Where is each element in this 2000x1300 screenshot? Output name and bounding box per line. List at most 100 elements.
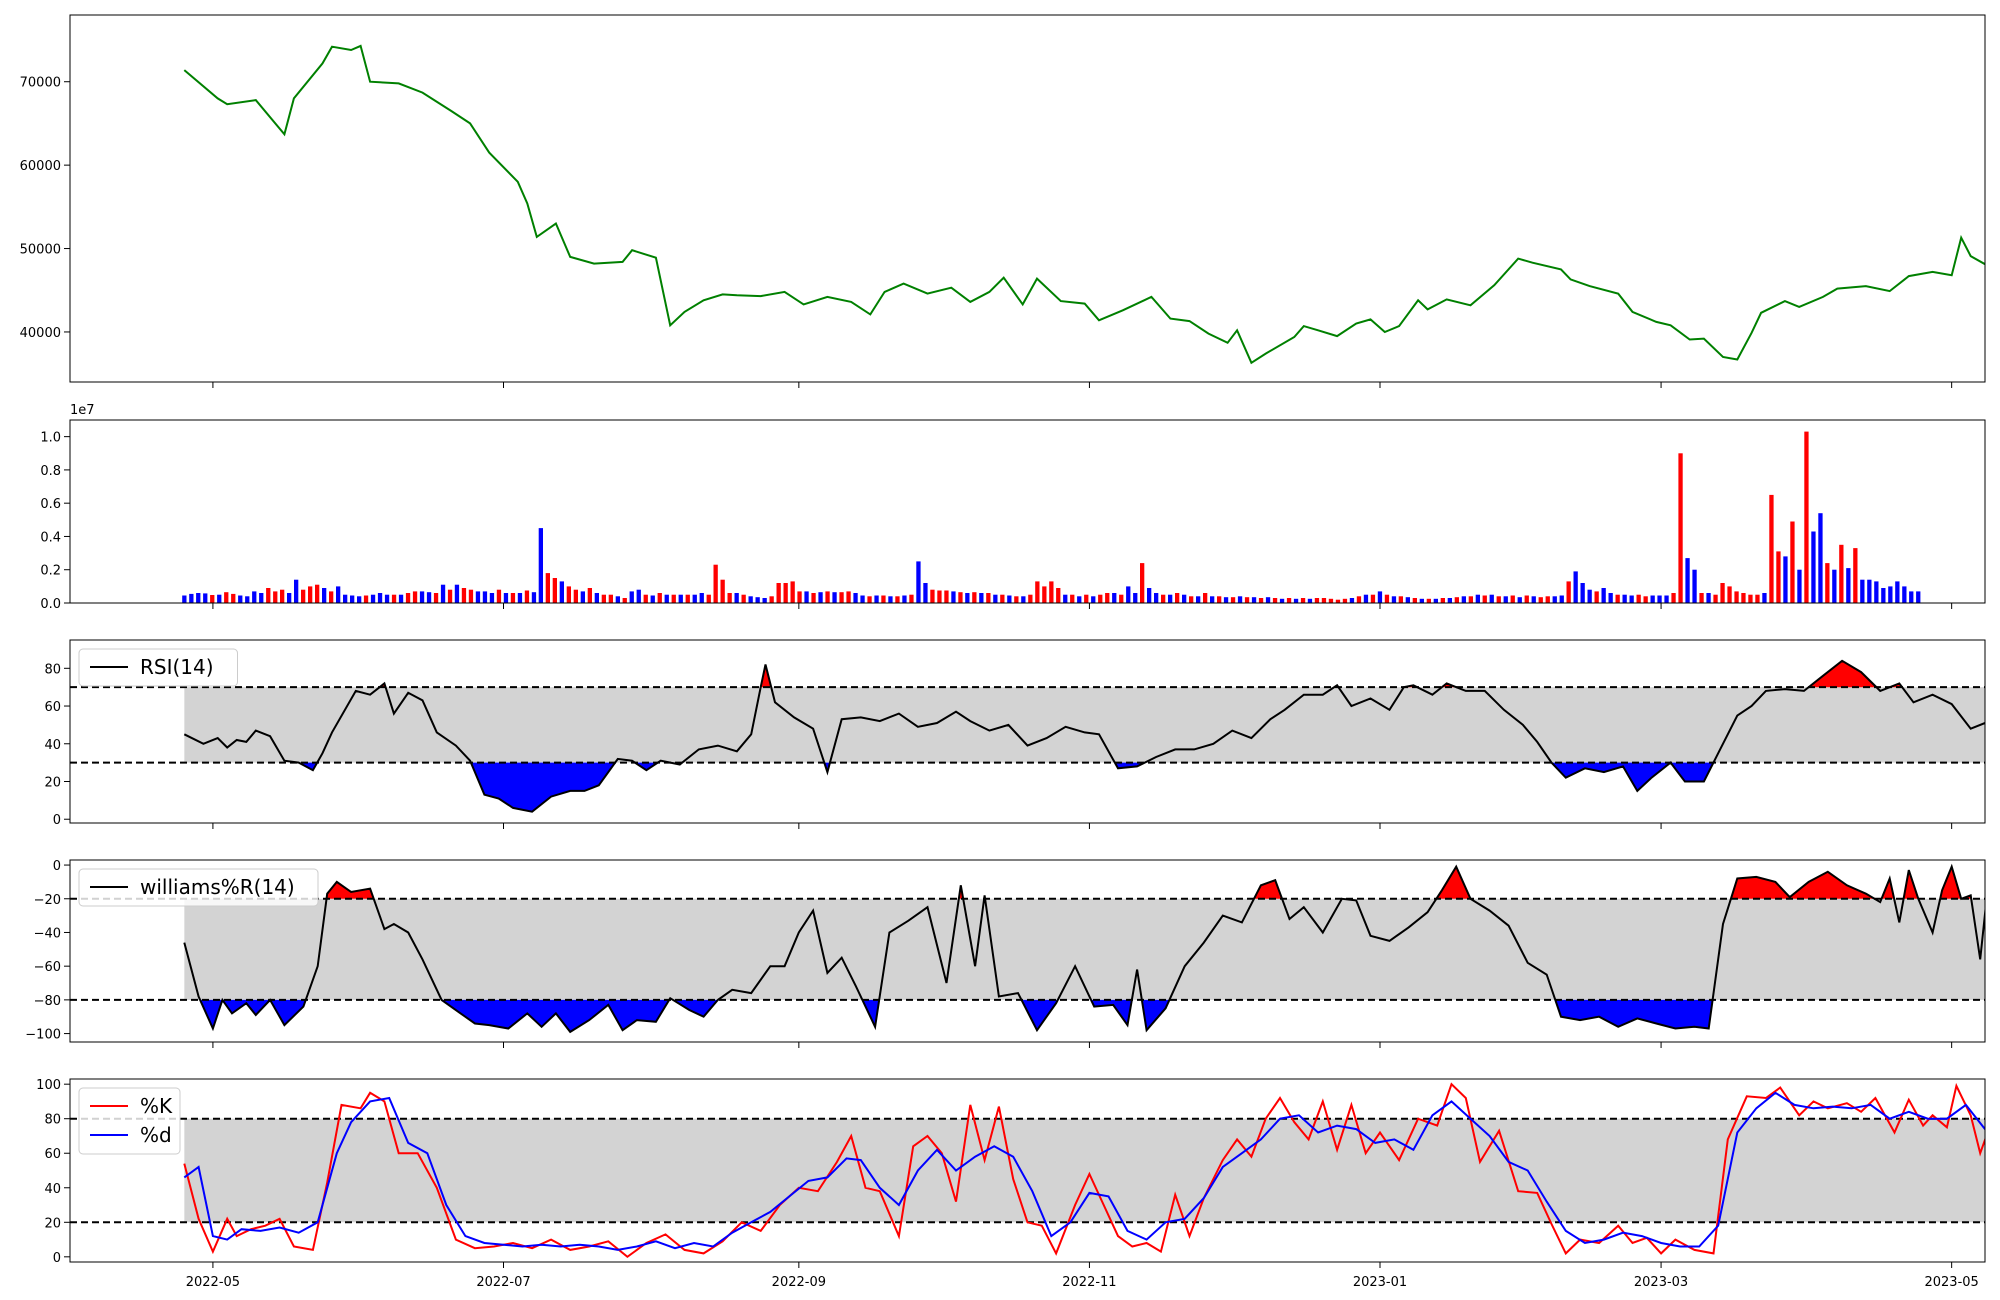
volume-bar — [1384, 594, 1390, 603]
volume-bar — [259, 593, 264, 603]
volume-bar — [1832, 569, 1837, 603]
volume-bar — [1811, 531, 1816, 603]
volume-bar — [1524, 595, 1529, 603]
volume-bar — [1650, 595, 1655, 603]
volume-bar — [1230, 597, 1236, 603]
volume-bar — [1587, 589, 1592, 603]
y-tick-label: 80 — [44, 662, 61, 677]
volume-bar — [734, 593, 739, 603]
volume-bar — [357, 596, 362, 603]
volume-bar — [1881, 588, 1886, 603]
volume-bar — [1119, 594, 1124, 603]
volume-bar — [1489, 594, 1494, 603]
volume-bar — [720, 579, 725, 603]
volume-bar — [280, 589, 285, 603]
volume-bar — [1182, 594, 1187, 603]
volume-bar — [182, 595, 187, 603]
volume-bar — [405, 593, 411, 603]
volume-bar — [1349, 598, 1355, 603]
volume-bar — [419, 591, 425, 603]
volume-bar — [622, 598, 627, 603]
volume-bar — [1161, 594, 1166, 603]
volume-bar — [545, 573, 550, 603]
volume-bar — [224, 592, 229, 603]
legend-label: RSI(14) — [140, 655, 214, 679]
volume-bar — [1559, 595, 1564, 603]
volume-bar — [832, 592, 837, 603]
volume-bar — [1748, 594, 1753, 603]
volume-bar — [664, 594, 669, 603]
y-tick-label: 0 — [53, 1251, 61, 1266]
x-tick-label: 2022-09 — [772, 1275, 826, 1290]
volume-bar — [573, 589, 578, 603]
volume-bar — [1063, 594, 1068, 603]
legend-box — [78, 648, 238, 687]
volume-bar — [643, 594, 648, 603]
volume-bar — [363, 595, 369, 603]
volume-bar — [1042, 586, 1047, 603]
volume-bar — [1874, 581, 1879, 603]
volume-bar — [1363, 594, 1369, 603]
y-tick-label: −100 — [25, 1028, 61, 1043]
panel-border — [69, 419, 1986, 604]
volume-bar — [1398, 596, 1403, 603]
volume-bar — [1335, 599, 1341, 603]
volume-bar — [1692, 569, 1697, 603]
volume-bar — [1685, 558, 1690, 603]
volume-bar — [531, 592, 537, 603]
volume-bar — [1636, 594, 1641, 603]
volume-bar — [986, 593, 991, 603]
volume-bar — [196, 593, 201, 603]
volume-bar — [1265, 597, 1271, 603]
volume-bar — [1510, 595, 1515, 603]
volume-bar — [587, 588, 592, 603]
overbought-fill — [184, 866, 1985, 899]
y-tick-label: 20 — [44, 1216, 61, 1231]
volume-bar — [727, 593, 732, 603]
y-tick-label: 70000 — [20, 76, 61, 91]
volume-bar — [741, 594, 746, 603]
y-tick-label: −80 — [34, 994, 61, 1009]
volume-bar — [1573, 571, 1578, 603]
volume-bar — [790, 581, 795, 603]
volume-bar — [1091, 596, 1096, 603]
volume-bar — [1755, 594, 1760, 603]
volume-bar — [671, 594, 676, 603]
volume-bar — [1258, 598, 1264, 603]
volume-bar — [1370, 594, 1376, 603]
volume-bar — [447, 589, 453, 603]
volume-bar — [398, 594, 404, 603]
volume-bar — [1783, 556, 1788, 603]
volume-bar — [1839, 544, 1844, 603]
volume-bar — [1300, 598, 1306, 603]
volume-bar — [902, 595, 907, 603]
volume-bar — [776, 583, 781, 603]
volume-bar — [461, 588, 467, 603]
stoch-k-line — [183, 1082, 1985, 1259]
y-tick-label: 0.2 — [40, 564, 61, 579]
volume-bar — [1433, 598, 1438, 603]
volume-bar — [384, 594, 390, 603]
volume-bar — [636, 589, 641, 603]
volume-bar — [916, 561, 921, 603]
volume-bar — [489, 593, 495, 603]
volume-bar — [468, 589, 474, 603]
volume-bar — [1000, 594, 1005, 603]
volume-bar — [308, 586, 313, 603]
volume-bar — [1272, 598, 1278, 603]
volume-bar — [762, 598, 767, 603]
y-tick-label: 60 — [44, 700, 61, 715]
volume-bar — [1286, 598, 1292, 603]
legend-label: %K — [140, 1094, 173, 1118]
volume-bar — [252, 591, 257, 603]
legend: %K %d — [78, 1087, 181, 1155]
y-tick-label: 0.4 — [40, 530, 61, 545]
y-tick-label: 60000 — [20, 159, 61, 174]
volume-bar — [475, 591, 481, 603]
volume-bar — [1356, 596, 1362, 603]
volume-bar — [559, 581, 564, 603]
volume-bar — [1447, 598, 1452, 603]
volume-bar — [650, 595, 655, 603]
x-tick-label: 2022-11 — [1062, 1275, 1116, 1290]
volume-bar — [860, 595, 865, 603]
